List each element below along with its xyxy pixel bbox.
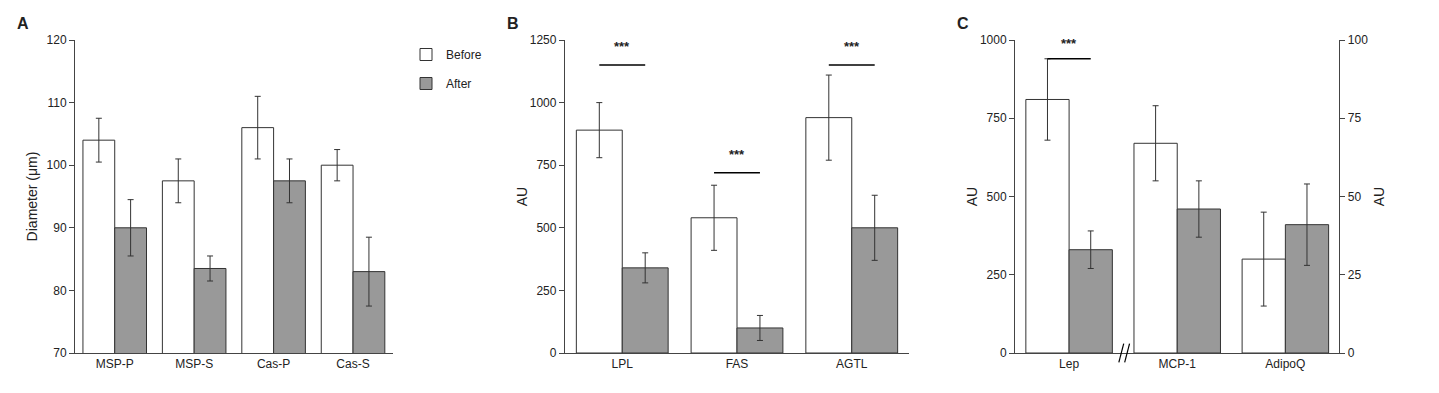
svg-text:0: 0	[1000, 346, 1007, 360]
svg-text:1250: 1250	[530, 33, 557, 47]
svg-text:***: ***	[729, 147, 745, 162]
svg-text:AU: AU	[514, 187, 530, 206]
svg-text:LPL: LPL	[612, 357, 634, 371]
svg-text:AGTL: AGTL	[836, 357, 868, 371]
svg-text:750: 750	[987, 111, 1007, 125]
svg-text:C: C	[957, 15, 969, 32]
svg-text:Cas-P: Cas-P	[257, 357, 290, 371]
svg-text:0: 0	[1348, 346, 1355, 360]
svg-text:750: 750	[536, 158, 556, 172]
svg-text:AU: AU	[1371, 187, 1387, 206]
svg-text:Cas-S: Cas-S	[336, 357, 369, 371]
svg-text:1000: 1000	[530, 96, 557, 110]
svg-text:110: 110	[47, 96, 66, 110]
svg-text:75: 75	[1348, 111, 1362, 125]
svg-text:100: 100	[47, 158, 67, 172]
svg-text:After: After	[446, 77, 471, 91]
svg-text:500: 500	[536, 221, 556, 235]
svg-text:B: B	[507, 15, 519, 32]
svg-text:70: 70	[53, 346, 67, 360]
svg-text:AdipoQ: AdipoQ	[1265, 357, 1305, 371]
svg-text:Diameter (μm): Diameter (μm)	[24, 152, 40, 242]
svg-text:25: 25	[1348, 268, 1362, 282]
svg-text:90: 90	[53, 221, 67, 235]
svg-text:1000: 1000	[980, 33, 1007, 47]
svg-text:250: 250	[987, 268, 1007, 282]
svg-text:***: ***	[1061, 36, 1077, 51]
svg-text:MCP-1: MCP-1	[1159, 357, 1197, 371]
svg-text:0: 0	[550, 346, 557, 360]
svg-text:FAS: FAS	[726, 357, 749, 371]
svg-text:***: ***	[614, 39, 630, 54]
svg-text:80: 80	[53, 284, 67, 298]
svg-text:A: A	[17, 15, 29, 32]
svg-text:MSP-S: MSP-S	[175, 357, 213, 371]
svg-text:MSP-P: MSP-P	[96, 357, 134, 371]
svg-text:AU: AU	[964, 187, 980, 206]
svg-text:500: 500	[987, 190, 1007, 204]
svg-text:50: 50	[1348, 190, 1362, 204]
svg-text:100: 100	[1348, 33, 1368, 47]
svg-text:***: ***	[844, 39, 860, 54]
svg-text:120: 120	[47, 33, 67, 47]
svg-text:Before: Before	[446, 48, 482, 62]
svg-text:250: 250	[536, 284, 556, 298]
svg-text:Lep: Lep	[1059, 357, 1079, 371]
